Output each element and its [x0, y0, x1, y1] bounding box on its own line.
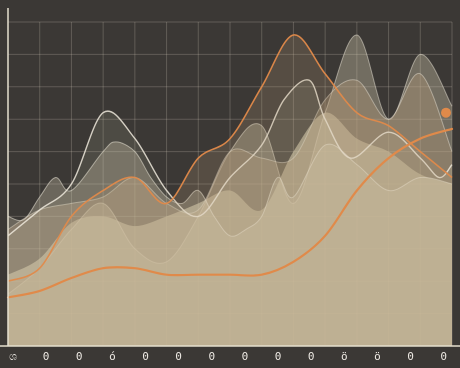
- x-tick-label: 0: [242, 350, 249, 363]
- series-line: [6, 127, 454, 299]
- x-tick-label: 0: [308, 350, 315, 363]
- series-line: [7, 34, 453, 282]
- x-tick-label: ශ: [9, 350, 17, 363]
- area-fill: [8, 73, 452, 346]
- x-tick-label: ö: [374, 350, 381, 363]
- x-tick-label: 0: [175, 350, 182, 363]
- x-tick-label: ó: [109, 350, 116, 363]
- area-fill: [8, 79, 452, 346]
- x-tick-label: 0: [407, 350, 414, 363]
- x-tick-label: 0: [440, 350, 447, 363]
- x-tick-label: 0: [43, 350, 50, 363]
- area-outline: [7, 73, 453, 230]
- x-tick-label: ö: [341, 350, 348, 363]
- area-outline: [7, 34, 453, 295]
- x-tick-label: 0: [208, 350, 215, 363]
- area-outline: [7, 79, 453, 237]
- area-outline: [7, 141, 453, 237]
- x-tick-label: 0: [142, 350, 149, 363]
- lines: [6, 34, 454, 299]
- x-tick-label: 0: [76, 350, 83, 363]
- x-tick-labels: ශ 0 0 ó 0 0 0 0 0 0 ö ö 0 0: [9, 350, 447, 363]
- x-tick-label: 0: [275, 350, 282, 363]
- area-fill: [8, 141, 452, 346]
- highlight-point: [441, 107, 451, 118]
- area-fill: [8, 112, 452, 347]
